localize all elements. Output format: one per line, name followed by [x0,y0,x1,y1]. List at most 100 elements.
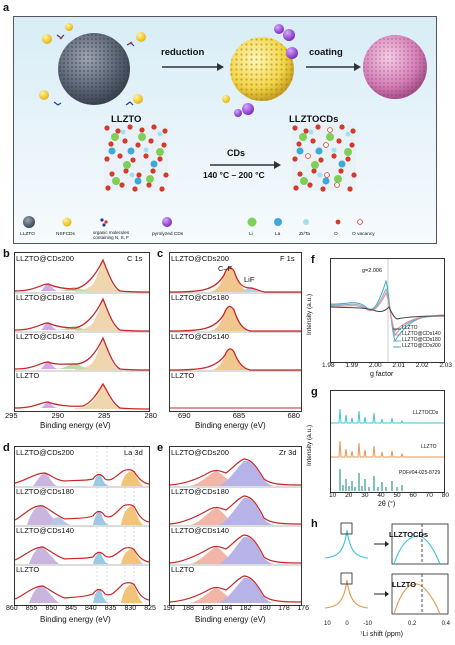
nmr-label-llztocds: LLZTOCDs [389,530,429,539]
epr-plot [330,259,445,362]
panel-label-h: h [311,518,318,530]
la3d-tick: 850 [45,605,58,612]
xrd-x-axis-label: 2θ (°) [378,501,396,508]
schematic-illustration [23,23,427,228]
legend-zrta: Zr/Ta [299,232,310,237]
xrd-x-ticks: 10 20 30 40 50 60 70 80 [329,492,449,499]
epr-tick: 2.01 [392,362,406,369]
coating-label: coating [309,47,343,58]
f1s-tick: 685 [232,411,246,420]
c1s-x-ticks: 295 290 285 280 [5,411,157,420]
epr-y-axis-label: Intensity (a.u.) [306,293,313,335]
epr-legend-item: LLZTO@CDs140 [402,331,441,337]
f1s-sample-1: LLZTO@CDs200 [171,254,229,263]
epr-g-mark: g=2.006 [362,268,383,274]
xrd-chart [330,390,445,493]
xps-la3d-chart [14,446,150,606]
zr3d-x-axis-label: Binding energy (eV) [195,615,266,624]
epr-x-ticks: 1.98 1.99 2.00 2.01 2.02 2.03 [322,362,452,369]
xrd-y-axis-label: Intensity (a.u.) [306,424,313,466]
xps-c1s-plot [14,258,150,410]
zr3d-tick: 176 [297,605,309,612]
f1s-x-axis-label: Binding energy (eV) [195,421,266,430]
nmr-label-llzto: LLZTO [392,580,417,589]
zr3d-sample-3: LLZTO@CDs140 [171,526,229,535]
epr-x-axis-label: g factor [370,371,394,378]
schematic-panel [13,16,437,244]
panel-label-a: a [3,2,10,14]
panel-label-c: c [157,248,164,260]
zr3d-element-label: Zr 3d [279,448,297,457]
nmr-tick: 0 [345,621,349,627]
c1s-sample-4: LLZTO [16,371,40,380]
nmr-tick: 0.2 [408,621,417,627]
xrd-tick: 10 [329,492,337,499]
la3d-tick: 840 [85,605,97,612]
zr3d-x-ticks: 190 188 186 184 182 180 178 176 [163,605,309,612]
xrd-tick: 70 [425,492,433,499]
xps-f1s-chart [169,252,302,412]
la3d-tick: 825 [144,605,156,612]
epr-tick: 2.02 [415,362,429,369]
epr-legend-item: LLZTO@CDs200 [402,343,441,349]
f1s-x-ticks: 690 685 680 [178,411,300,420]
legend-la: La [275,232,281,237]
epr-legend-item: LLZTO@CDs180 [402,337,441,343]
xrd-label-llztocds: LLZTOCDs [413,410,439,416]
zr3d-sample-4: LLZTO [171,565,195,574]
epr-tick: 1.98 [322,362,335,369]
la3d-tick: 855 [25,605,38,612]
legend-o-vacancy: O vacancy [352,232,375,237]
xrd-tick: 40 [377,492,385,499]
f1s-element-label: F 1s [280,254,295,263]
nmr-tick: 0.4 [441,621,450,627]
nmr-x-axis-label: ⁷Li shift (ppm) [360,631,403,638]
la3d-x-axis-label: Binding energy (eV) [40,615,111,624]
llzto-crystal-title: LLZTO [111,114,142,125]
xrd-tick: 50 [393,492,401,499]
panel-label-e: e [157,442,164,454]
legend-nsfcds: NSFCDs [56,232,75,237]
epr-legend: LLZTO LLZTO@CDs140 LLZTO@CDs180 LLZTO@CD… [402,325,441,349]
nmr-left-ticks: 10 0 -10 [324,621,372,627]
c1s-tick: 295 [5,411,18,420]
panel-label-g: g [311,386,318,398]
xrd-tick: 80 [441,492,449,499]
zr3d-tick: 186 [201,605,214,612]
nmr-plot [324,522,449,615]
reduction-label: reduction [161,47,205,58]
zr3d-tick: 184 [220,605,233,612]
xrd-plot [331,408,444,491]
xrd-tick: 60 [409,492,417,499]
xps-zr3d-plot [169,458,302,603]
nmr-tick: -10 [363,621,372,627]
la3d-sample-1: LLZTO@CDs200 [16,448,74,457]
f1s-tick: 680 [287,411,300,420]
zr3d-tick: 182 [239,605,252,612]
xps-zr3d-chart [169,446,302,606]
zr3d-tick: 190 [163,605,175,612]
zr3d-tick: 178 [278,605,290,612]
temperature-label: 140 °C – 200 °C [203,170,265,180]
legend-llzto: LLZTO [20,232,35,237]
la3d-sample-4: LLZTO [16,565,40,574]
legend-o: O [334,232,338,237]
xps-la3d-plot [14,447,150,605]
f1s-tick: 690 [178,411,191,420]
la3d-tick: 860 [6,605,18,612]
xrd-tick: 30 [361,492,369,499]
la3d-x-ticks: 860 855 850 845 840 835 830 825 [6,605,156,612]
legend-li: Li [249,232,253,237]
f1s-sample-3: LLZTO@CDs140 [171,332,229,341]
epr-tick: 2.03 [439,362,452,369]
c1s-element-label: C 1s [127,254,143,263]
la3d-element-label: La 3d [124,448,143,457]
xrd-tick: 20 [345,492,353,499]
f1s-sample-4: LLZTO [171,371,195,380]
epr-tick: 1.99 [345,362,359,369]
zr3d-tick: 180 [258,605,271,612]
zr3d-tick: 188 [182,605,194,612]
c1s-tick: 285 [97,411,111,420]
panel-label-d: d [3,442,10,454]
c1s-x-axis-label: Binding energy (eV) [40,421,111,430]
